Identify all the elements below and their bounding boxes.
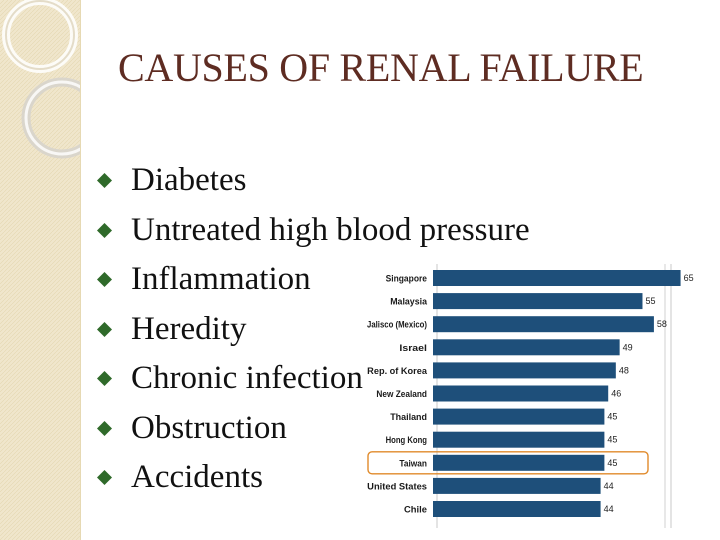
bullet-text: Diabetes bbox=[131, 162, 247, 198]
bullet-text: Chronic infection bbox=[131, 360, 363, 396]
decorative-sidebar bbox=[0, 0, 81, 540]
bar bbox=[433, 501, 601, 517]
bullet-item: Untreated high blood pressure bbox=[95, 206, 530, 256]
value-label: 65 bbox=[684, 273, 694, 283]
category-label: Chile bbox=[404, 505, 427, 515]
highlight-frame bbox=[367, 451, 649, 475]
category-label: Rep. of Korea bbox=[367, 366, 428, 376]
category-label: United States bbox=[367, 481, 427, 491]
value-label: 45 bbox=[607, 458, 617, 468]
category-label: Hong Kong bbox=[386, 435, 427, 445]
bullet-list: Diabetes Untreated high blood pressure Inf… bbox=[95, 156, 530, 503]
category-label: New Zealand bbox=[376, 389, 427, 399]
value-label: 46 bbox=[611, 389, 621, 399]
bar bbox=[433, 385, 609, 402]
value-label: 55 bbox=[645, 296, 655, 306]
bullet-item: Inflammation bbox=[95, 255, 530, 305]
bar bbox=[433, 293, 643, 310]
category-label: Israel bbox=[399, 343, 427, 353]
bar bbox=[433, 431, 605, 448]
value-label: 49 bbox=[623, 342, 633, 352]
bullet-text: Accidents bbox=[131, 459, 263, 495]
category-label: Taiwan bbox=[399, 458, 427, 468]
diamond-bullet-icon bbox=[97, 470, 112, 485]
bullet-item: Diabetes bbox=[95, 156, 530, 206]
bar bbox=[433, 454, 605, 471]
bar bbox=[433, 339, 620, 356]
bullet-text: Obstruction bbox=[131, 409, 287, 446]
bar bbox=[433, 270, 681, 286]
bullet-item: Chronic infection bbox=[95, 354, 530, 404]
bar bbox=[433, 477, 601, 494]
bar bbox=[433, 316, 654, 333]
slide-title: CAUSES OF RENAL FAILURE bbox=[118, 45, 644, 90]
bullet-text: Untreated high blood pressure bbox=[131, 211, 530, 248]
bullet-item: Heredity bbox=[95, 305, 530, 355]
value-label: 48 bbox=[619, 365, 629, 375]
value-label: 45 bbox=[607, 412, 617, 422]
value-label: 58 bbox=[657, 319, 667, 329]
bullet-item: Accidents bbox=[95, 453, 530, 503]
bullet-item: Obstruction bbox=[95, 404, 530, 454]
bar bbox=[433, 408, 605, 425]
bullet-text: Heredity bbox=[131, 310, 247, 347]
category-label: Singapore bbox=[386, 274, 427, 284]
category-label: Thailand bbox=[390, 412, 427, 422]
diamond-bullet-icon bbox=[97, 371, 112, 386]
diamond-bullet-icon bbox=[97, 173, 112, 188]
category-label: Malaysia bbox=[390, 297, 428, 307]
bullet-text: Inflammation bbox=[131, 261, 311, 297]
diamond-bullet-icon bbox=[97, 272, 112, 287]
value-label: 44 bbox=[604, 504, 614, 514]
category-label: Jalisco (Mexico) bbox=[367, 320, 427, 330]
value-label: 44 bbox=[604, 481, 614, 491]
bar-chart: Singapore 65 Malaysia 55 Jalisco (Mexico) 58 I… bbox=[367, 264, 694, 528]
diamond-bullet-icon bbox=[97, 222, 112, 238]
diamond-bullet-icon bbox=[97, 420, 112, 436]
diamond-bullet-icon bbox=[97, 321, 112, 337]
bar bbox=[433, 362, 616, 379]
value-label: 45 bbox=[607, 435, 617, 445]
decorative-circles bbox=[0, 0, 80, 540]
